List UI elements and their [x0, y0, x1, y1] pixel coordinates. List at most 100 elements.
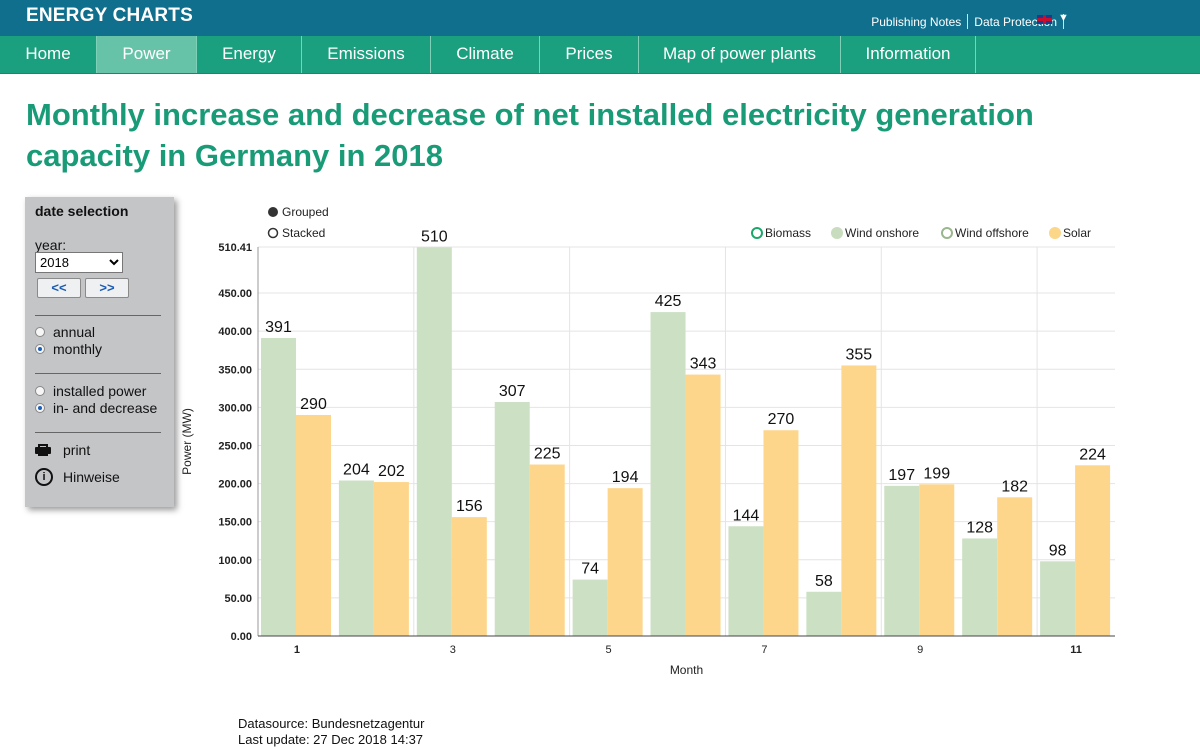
capacity-chart: 0.00 50.00 100.00 150.00 200.00 250.00 300.00 3…	[180, 205, 1115, 677]
nav-energy[interactable]: Energy	[197, 36, 302, 73]
brand-logo[interactable]: ENERGY CHARTS	[26, 5, 193, 26]
radio-in-and-decrease[interactable]	[35, 403, 45, 413]
bar-value-label: 355	[846, 346, 873, 363]
nav-emissions[interactable]: Emissions	[302, 36, 431, 73]
bar-value-label: 224	[1079, 446, 1106, 463]
y-tick-label: 300.00	[218, 402, 252, 414]
prev-year-button[interactable]: <<	[37, 278, 81, 298]
bar-value-label: 425	[655, 293, 682, 310]
bar-wind-onshore	[806, 591, 842, 636]
nav-climate[interactable]: Climate	[431, 36, 540, 73]
y-tick-label: 150.00	[218, 517, 252, 529]
nav-home[interactable]: Home	[0, 36, 97, 73]
annual-label: annual	[53, 324, 96, 340]
bar-solar	[997, 497, 1033, 636]
x-tick-label: 11	[1070, 644, 1082, 656]
divider	[967, 14, 969, 29]
bar-wind-onshore	[1040, 561, 1076, 636]
bar-solar	[841, 365, 877, 636]
datasource-text: Datasource: Bundesnetzagentur	[238, 716, 425, 731]
legend-marker	[831, 227, 843, 239]
x-tick-label: 9	[917, 644, 923, 656]
radio-monthly[interactable]	[35, 344, 45, 354]
nav-prices[interactable]: Prices	[540, 36, 639, 73]
installed-power-option[interactable]: installed power	[35, 383, 146, 399]
bar-solar	[685, 374, 721, 636]
bar-wind-onshore	[338, 480, 374, 636]
bar-wind-onshore	[728, 526, 764, 636]
bar-value-label: 58	[815, 573, 833, 590]
nav-map-of-power-plants[interactable]: Map of power plants	[639, 36, 841, 73]
uk-flag-icon[interactable]	[1037, 15, 1052, 24]
monthly-option[interactable]: monthly	[35, 341, 102, 357]
radio-stacked	[267, 227, 279, 239]
y-tick-label: 200.00	[218, 479, 252, 491]
divider	[1063, 14, 1064, 29]
bar-solar	[919, 484, 955, 636]
legend-item[interactable]: Biomass	[765, 226, 811, 240]
bar-value-label: 144	[733, 507, 760, 524]
stacked-option[interactable]: Stacked	[282, 226, 325, 240]
radio-installed-power[interactable]	[35, 386, 45, 396]
legend-marker	[1049, 227, 1061, 239]
y-tick-label: 400.00	[218, 326, 252, 338]
bar-wind-onshore	[572, 579, 608, 636]
bar-value-label: 199	[923, 465, 950, 482]
panel-title: date selection	[35, 203, 129, 219]
bar-value-label: 128	[966, 519, 993, 536]
bar-value-label: 98	[1049, 542, 1067, 559]
bar-solar	[1075, 465, 1111, 636]
top-bar: ENERGY CHARTS Publishing Notes Data Prot…	[0, 0, 1200, 36]
bar-wind-onshore	[494, 402, 530, 636]
publishing-notes-link[interactable]: Publishing Notes	[871, 14, 962, 29]
bar-solar	[529, 464, 565, 636]
bar-solar	[763, 430, 799, 636]
nav-information[interactable]: Information	[841, 36, 976, 73]
divider	[35, 432, 161, 433]
next-year-button[interactable]: >>	[85, 278, 129, 298]
bar-wind-onshore	[416, 247, 452, 636]
radio-annual[interactable]	[35, 327, 45, 337]
bar-value-label: 156	[456, 498, 483, 515]
data-protection-link[interactable]: Data Protection	[974, 14, 1057, 29]
installed-power-label: installed power	[53, 383, 147, 399]
in-and-decrease-option[interactable]: in- and decrease	[35, 400, 157, 416]
bar-value-label: 202	[378, 463, 405, 480]
bar-value-label: 391	[265, 319, 292, 336]
bar-value-label: 343	[690, 356, 717, 373]
annual-option[interactable]: annual	[35, 324, 95, 340]
y-tick-label: 50.00	[224, 593, 252, 605]
bar-solar	[373, 482, 409, 636]
y-tick-label: 250.00	[218, 440, 252, 452]
legend-marker	[941, 227, 953, 239]
legend-item[interactable]: Solar	[1063, 226, 1091, 240]
bar-value-label: 194	[612, 469, 639, 486]
x-tick-label: 1	[294, 644, 300, 656]
printer-icon	[35, 444, 51, 456]
bar-value-label: 197	[888, 467, 915, 484]
divider	[35, 373, 161, 374]
y-tick-label: 450.00	[218, 288, 252, 300]
x-tick-label: 5	[606, 644, 612, 656]
date-selection-panel: date selection year: 2018 << >> annual m…	[25, 197, 174, 507]
print-label: print	[63, 442, 91, 458]
y-tick-label: 510.41	[218, 242, 252, 254]
radio-grouped	[268, 207, 278, 217]
bar-value-label: 510	[421, 228, 448, 245]
divider	[35, 315, 161, 316]
y-tick-label: 0.00	[231, 631, 252, 643]
bar-value-label: 204	[343, 462, 370, 479]
bar-value-label: 74	[581, 561, 599, 578]
nav-power[interactable]: Power	[97, 36, 197, 73]
legend-item[interactable]: Wind offshore	[955, 226, 1029, 240]
bar-value-label: 182	[1001, 478, 1028, 495]
in-and-decrease-label: in- and decrease	[53, 400, 158, 416]
print-button[interactable]: print	[35, 442, 90, 458]
legend-item[interactable]: Wind onshore	[845, 226, 919, 240]
year-select[interactable]: 2018	[35, 252, 123, 273]
hinweise-button[interactable]: i Hinweise	[35, 468, 120, 486]
page-title: Monthly increase and decrease of net ins…	[26, 97, 1034, 173]
language-dropdown-icon[interactable]: ▼	[1058, 12, 1069, 24]
grouped-option[interactable]: Grouped	[282, 205, 329, 219]
x-tick-label: 7	[761, 644, 767, 656]
